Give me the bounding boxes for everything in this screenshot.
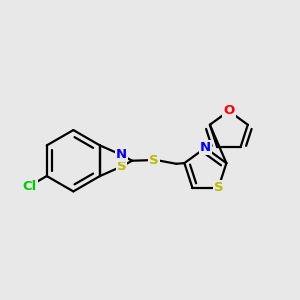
Text: N: N [200,141,211,154]
Text: S: S [149,154,159,166]
Text: S: S [117,160,126,173]
Text: Cl: Cl [22,179,37,193]
Text: O: O [223,104,235,118]
Text: S: S [214,181,223,194]
Text: N: N [116,148,127,161]
